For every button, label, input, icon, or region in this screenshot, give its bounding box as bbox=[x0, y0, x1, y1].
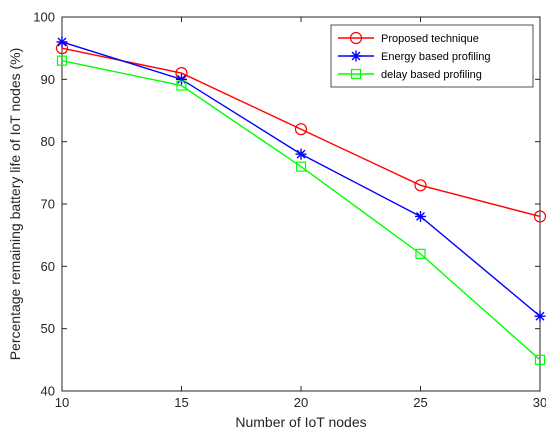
data-point bbox=[176, 73, 187, 85]
y-tick-label: 70 bbox=[41, 197, 55, 212]
data-point bbox=[295, 161, 307, 172]
data-point bbox=[176, 80, 187, 91]
data-point bbox=[415, 248, 426, 259]
y-tick-label: 50 bbox=[41, 321, 55, 336]
y-tick-label: 60 bbox=[41, 259, 55, 274]
data-point bbox=[350, 50, 362, 62]
legend-label: Proposed technique bbox=[381, 33, 479, 45]
y-axis-label: Percentage remaining battery life of IoT… bbox=[7, 48, 23, 361]
data-point bbox=[415, 210, 426, 222]
y-tick-label: 100 bbox=[33, 10, 55, 25]
series-line bbox=[61, 47, 541, 218]
data-point bbox=[294, 123, 308, 136]
data-point bbox=[56, 55, 68, 66]
legend-item: Energy based profiling bbox=[338, 50, 490, 63]
legend: Proposed technique Energy based profiling… bbox=[330, 24, 534, 88]
series-3 bbox=[56, 55, 546, 365]
data-point bbox=[56, 36, 68, 48]
legend-label: Energy based profiling bbox=[381, 51, 490, 63]
series-line bbox=[61, 59, 541, 361]
axis-ticks: 10 15 20 25 30 40 50 60 70 80 90 100 bbox=[33, 10, 546, 411]
x-tick-label: 15 bbox=[174, 395, 188, 410]
series-layer bbox=[55, 36, 546, 365]
y-tick-label: 40 bbox=[41, 384, 55, 399]
data-point bbox=[295, 148, 307, 160]
series-2 bbox=[56, 36, 546, 322]
data-point bbox=[349, 31, 363, 45]
y-tick-label: 90 bbox=[41, 72, 55, 87]
x-axis-label: Number of IoT nodes bbox=[235, 414, 366, 430]
x-tick-label: 25 bbox=[413, 395, 427, 410]
x-tick-label: 20 bbox=[294, 395, 308, 410]
y-tick-label: 80 bbox=[41, 134, 55, 149]
data-point bbox=[534, 354, 546, 365]
data-point bbox=[534, 310, 546, 322]
legend-label: delay based profiling bbox=[381, 69, 482, 81]
legend-item: delay based profiling bbox=[338, 68, 482, 81]
series-1 bbox=[55, 42, 546, 223]
data-point bbox=[350, 68, 362, 80]
data-point bbox=[414, 179, 427, 192]
x-tick-label: 10 bbox=[55, 395, 69, 410]
legend-item: Proposed technique bbox=[338, 31, 479, 45]
x-tick-label: 30 bbox=[533, 395, 546, 410]
